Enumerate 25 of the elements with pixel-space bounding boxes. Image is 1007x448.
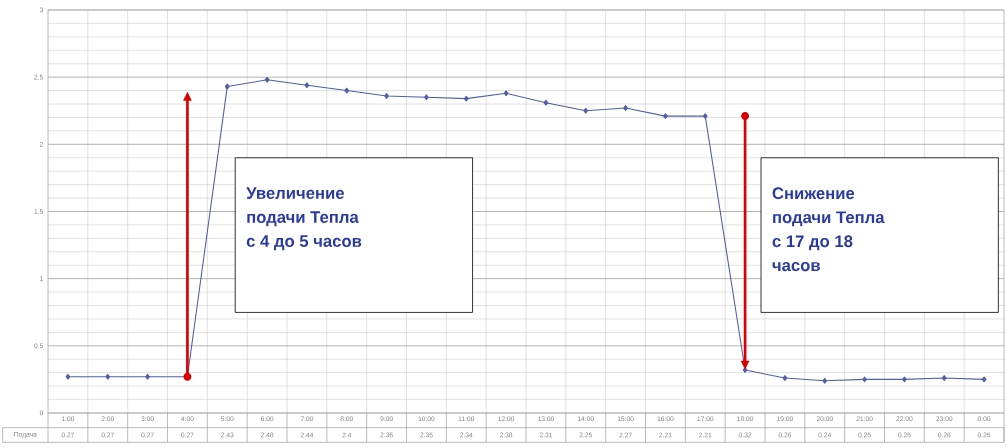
point (503, 90, 509, 97)
point (981, 376, 987, 383)
point (264, 76, 270, 83)
point (384, 93, 389, 99)
point (862, 376, 867, 383)
point (623, 105, 628, 111)
point (702, 113, 708, 120)
point (941, 375, 947, 381)
annotation: Снижение подачи Тепла с 17 до 18 часов (772, 187, 885, 272)
point (543, 99, 549, 106)
point (583, 107, 589, 114)
point (344, 87, 350, 94)
point (65, 373, 71, 380)
annotation: Увеличение подачи Тепла с 4 до 5 часов (246, 187, 362, 251)
point (105, 373, 111, 380)
point (902, 376, 907, 383)
point (145, 373, 150, 380)
point (304, 82, 310, 89)
point (742, 367, 748, 373)
point (224, 83, 230, 90)
point (782, 375, 788, 381)
point (663, 113, 668, 120)
point (463, 95, 469, 102)
point (822, 377, 828, 384)
point (424, 94, 429, 101)
